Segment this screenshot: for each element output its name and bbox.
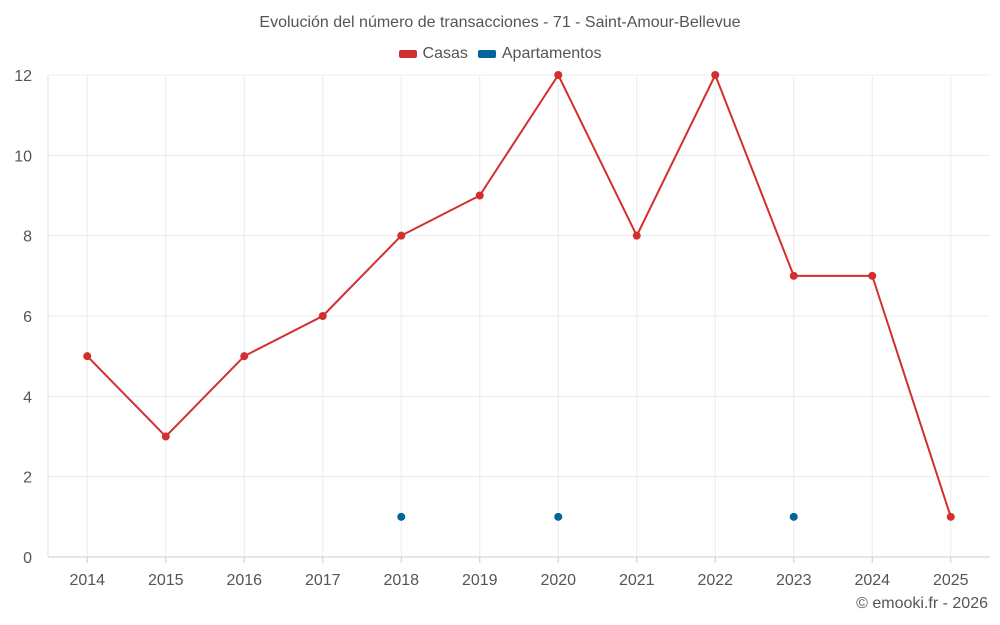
legend-item-casas[interactable]: Casas [398, 45, 468, 63]
x-tick-label: 2015 [148, 572, 184, 589]
data-point-casas [789, 271, 798, 280]
x-tick-label: 2017 [305, 572, 341, 589]
x-tick-label: 2022 [697, 572, 733, 589]
data-point-apartamentos [554, 512, 563, 521]
x-tick-label: 2025 [933, 572, 969, 589]
legend-item-apartamentos[interactable]: Apartamentos [477, 45, 602, 63]
x-tick-label: 2020 [540, 572, 576, 589]
data-point-casas [240, 352, 249, 361]
y-tick-label: 8 [23, 229, 32, 246]
x-tick-label: 2014 [69, 572, 105, 589]
y-tick-label: 0 [23, 550, 32, 567]
legend: Casas Apartamentos [0, 45, 1000, 63]
data-point-casas [946, 512, 955, 521]
x-tick-label: 2018 [383, 572, 419, 589]
data-point-casas [632, 231, 641, 240]
y-tick-label: 4 [23, 389, 32, 406]
data-point-apartamentos [397, 512, 406, 521]
x-tick-label: 2023 [776, 572, 812, 589]
y-tick-label: 6 [23, 309, 32, 326]
data-point-casas [83, 352, 92, 361]
data-point-casas [318, 312, 327, 320]
data-point-casas [161, 432, 170, 441]
data-point-casas [868, 271, 877, 280]
legend-swatch-apartamentos [477, 50, 496, 58]
y-tick-label: 2 [23, 470, 32, 487]
data-point-apartamentos [789, 512, 798, 521]
y-tick-label: 10 [14, 148, 32, 165]
credit-text: © emooki.fr - 2026 [856, 595, 988, 612]
legend-label-apartamentos: Apartamentos [501, 45, 602, 62]
x-tick-label: 2016 [226, 572, 262, 589]
data-point-casas [397, 231, 406, 240]
y-tick-label: 12 [14, 68, 32, 85]
chart-title: Evolución del número de transacciones - … [259, 14, 741, 31]
legend-swatch-casas [398, 50, 417, 58]
x-tick-label: 2019 [462, 572, 498, 589]
data-point-casas [554, 71, 563, 79]
x-tick-label: 2024 [854, 572, 890, 589]
x-tick-label: 2021 [619, 572, 655, 589]
legend-label-casas: Casas [422, 45, 468, 62]
data-point-casas [711, 71, 720, 79]
data-point-casas [475, 191, 484, 200]
series-line-casas [86, 72, 952, 518]
